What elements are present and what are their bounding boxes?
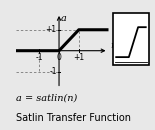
Text: +1: +1	[46, 25, 57, 34]
Text: -1: -1	[49, 67, 57, 76]
Text: a: a	[61, 14, 66, 23]
Text: a = satlin(n): a = satlin(n)	[16, 94, 77, 103]
Text: 0: 0	[57, 53, 62, 62]
Bar	[113, 13, 149, 65]
Text: +1: +1	[73, 53, 84, 62]
Text: n: n	[110, 41, 116, 50]
Text: -1: -1	[35, 53, 43, 62]
Text: Satlin Transfer Function: Satlin Transfer Function	[16, 113, 131, 123]
